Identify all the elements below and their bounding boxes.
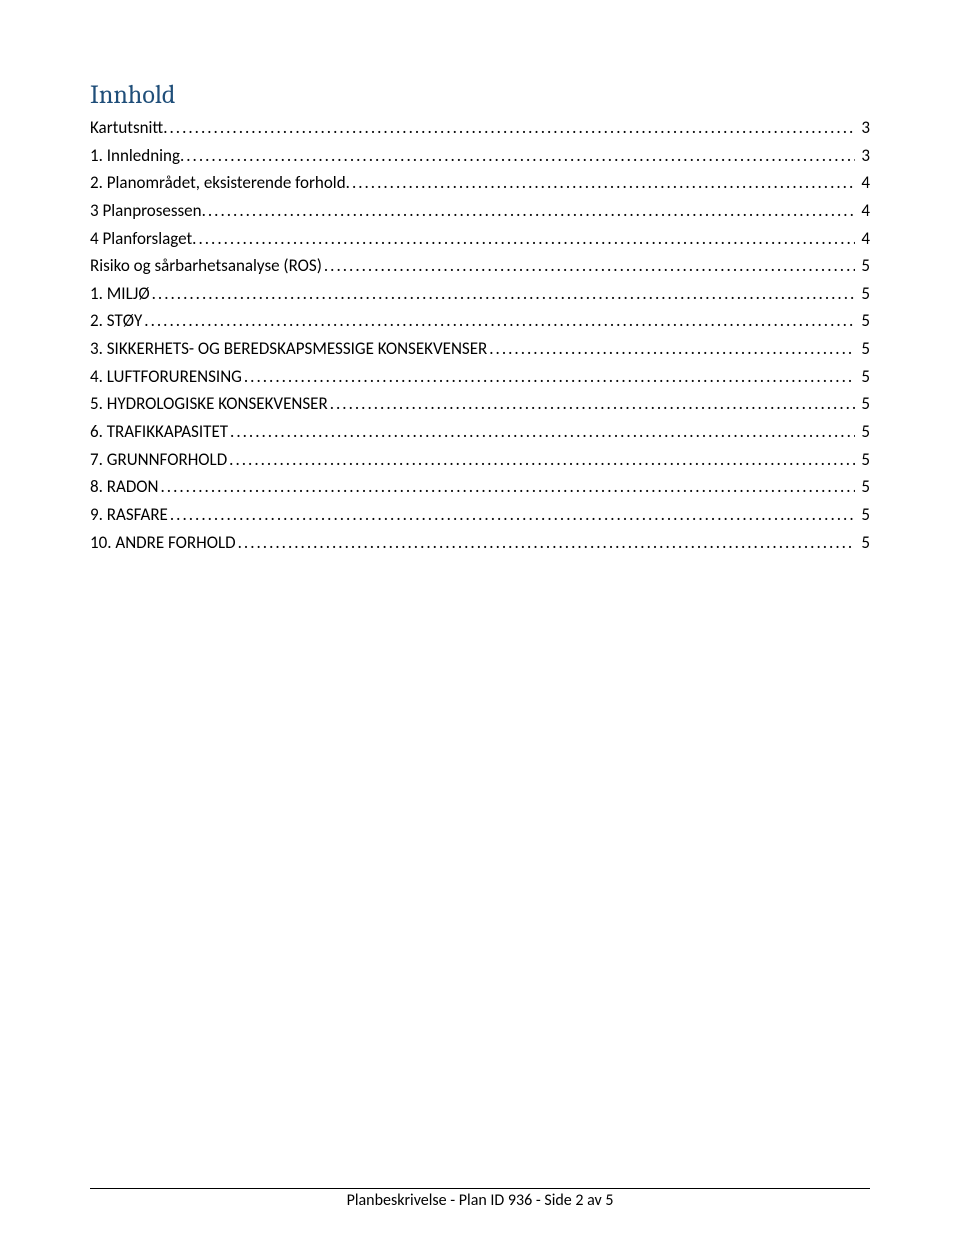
toc-entry-page: 3 <box>857 144 870 169</box>
toc-leader <box>186 144 855 169</box>
toc-entry: Risiko og sårbarhetsanalyse (ROS) 5 <box>90 254 870 279</box>
toc-leader <box>238 531 856 556</box>
toc-leader <box>144 309 855 334</box>
toc-leader <box>330 392 856 417</box>
toc-entry-label: 10. ANDRE FORHOLD <box>90 531 236 556</box>
toc-entry-page: 5 <box>857 503 870 528</box>
toc-leader <box>352 171 855 196</box>
toc-leader <box>324 254 856 279</box>
toc-entry-page: 4 <box>857 227 870 252</box>
toc-entry: 8. RADON 5 <box>90 475 870 500</box>
toc-leader <box>170 116 856 141</box>
toc-entry-label: Risiko og sårbarhetsanalyse (ROS) <box>90 254 322 279</box>
toc-entry: 2. STØY 5 <box>90 309 870 334</box>
table-of-contents: Kartutsnitt. 3 1. Innledning. 3 2. Plano… <box>90 116 870 555</box>
toc-leader <box>208 199 856 224</box>
toc-entry-page: 5 <box>857 448 870 473</box>
toc-entry: 5. HYDROLOGISKE KONSEKVENSER 5 <box>90 392 870 417</box>
toc-entry-label: 1. Innledning. <box>90 144 184 169</box>
toc-entry-label: Kartutsnitt. <box>90 116 168 141</box>
toc-leader <box>152 282 856 307</box>
toc-entry: 7. GRUNNFORHOLD 5 <box>90 448 870 473</box>
toc-entry: 3. SIKKERHETS- OG BEREDSKAPSMESSIGE KONS… <box>90 337 870 362</box>
toc-entry-label: 8. RADON <box>90 475 159 500</box>
toc-entry-page: 5 <box>857 531 870 556</box>
toc-leader <box>244 365 855 390</box>
toc-entry-label: 2. Planområdet, eksisterende forhold. <box>90 171 350 196</box>
toc-entry: 3 Planprosessen. 4 <box>90 199 870 224</box>
toc-leader <box>229 448 855 473</box>
toc-entry-page: 5 <box>857 475 870 500</box>
toc-leader <box>170 503 856 528</box>
toc-entry-label: 3. SIKKERHETS- OG BEREDSKAPSMESSIGE KONS… <box>90 337 487 362</box>
toc-entry: 6. TRAFIKKAPASITET 5 <box>90 420 870 445</box>
toc-entry-label: 4 Planforslaget. <box>90 227 196 252</box>
toc-entry-page: 5 <box>857 254 870 279</box>
toc-leader <box>161 475 856 500</box>
toc-entry: 4 Planforslaget. 4 <box>90 227 870 252</box>
toc-entry: Kartutsnitt. 3 <box>90 116 870 141</box>
toc-entry: 2. Planområdet, eksisterende forhold. 4 <box>90 171 870 196</box>
toc-leader <box>198 227 855 252</box>
toc-entry-page: 5 <box>857 309 870 334</box>
toc-entry-label: 9. RASFARE <box>90 503 168 528</box>
toc-entry-page: 5 <box>857 282 870 307</box>
toc-entry-label: 2. STØY <box>90 309 142 334</box>
toc-entry-page: 4 <box>857 171 870 196</box>
toc-entry-page: 5 <box>857 392 870 417</box>
toc-entry-page: 3 <box>857 116 870 141</box>
page-title: Innhold <box>90 80 870 110</box>
page-footer: Planbeskrivelse - Plan ID 936 - Side 2 a… <box>90 1188 870 1210</box>
toc-entry: 4. LUFTFORURENSING 5 <box>90 365 870 390</box>
toc-leader <box>230 420 855 445</box>
toc-entry: 9. RASFARE 5 <box>90 503 870 528</box>
toc-entry-label: 5. HYDROLOGISKE KONSEKVENSER <box>90 392 328 417</box>
toc-entry-label: 4. LUFTFORURENSING <box>90 365 242 390</box>
footer-text: Planbeskrivelse - Plan ID 936 - Side 2 a… <box>347 1191 614 1210</box>
toc-entry-page: 5 <box>857 420 870 445</box>
toc-entry-page: 4 <box>857 199 870 224</box>
toc-entry: 1. MILJØ 5 <box>90 282 870 307</box>
toc-entry: 10. ANDRE FORHOLD 5 <box>90 531 870 556</box>
toc-entry-label: 6. TRAFIKKAPASITET <box>90 420 228 445</box>
toc-entry-page: 5 <box>857 337 870 362</box>
toc-entry-page: 5 <box>857 365 870 390</box>
toc-entry-label: 3 Planprosessen. <box>90 199 206 224</box>
toc-leader <box>489 337 855 362</box>
toc-entry-label: 7. GRUNNFORHOLD <box>90 448 227 473</box>
toc-entry-label: 1. MILJØ <box>90 282 150 307</box>
toc-entry: 1. Innledning. 3 <box>90 144 870 169</box>
